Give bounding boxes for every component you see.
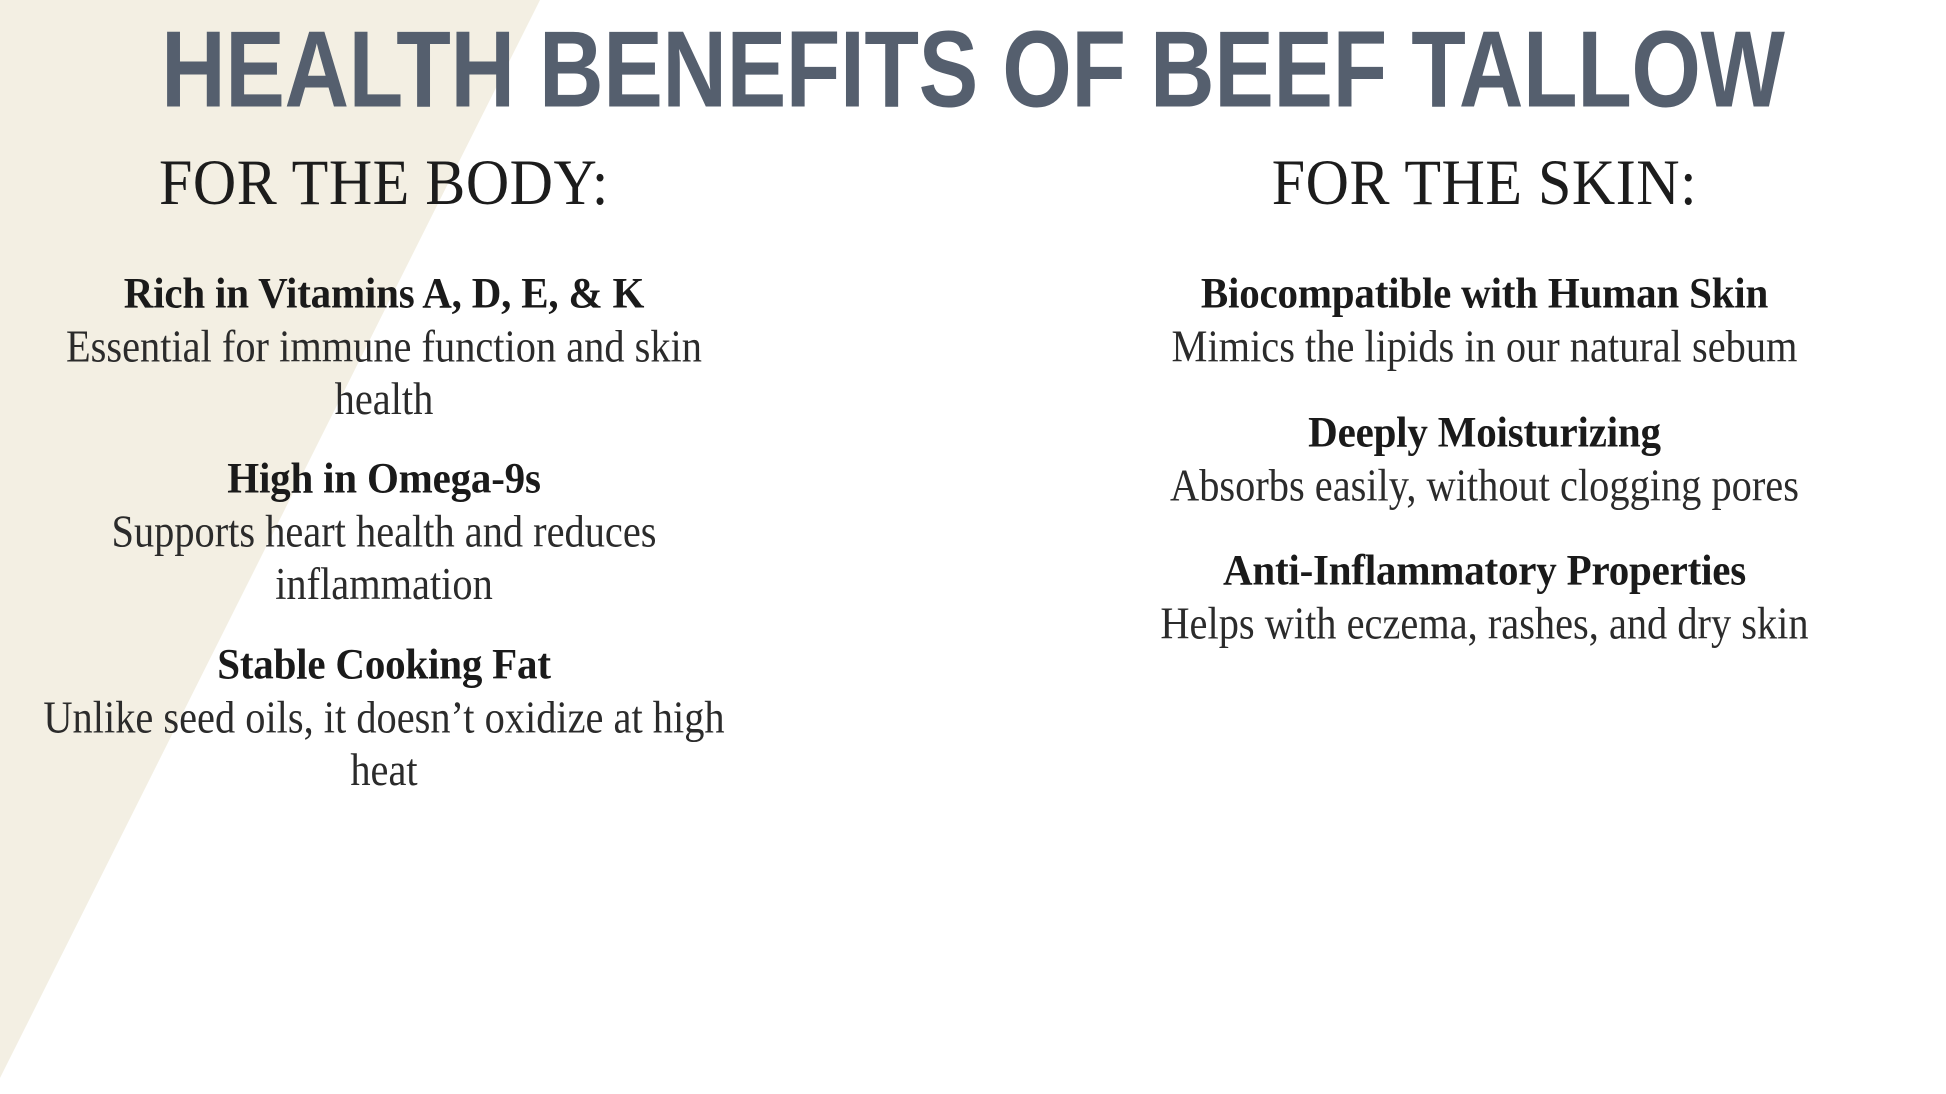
body-benefit-list: Rich in Vitamins A, D, E, & K Essential … (10, 268, 758, 795)
benefit-description: Unlike seed oils, it doesn’t oxidize at … (43, 690, 725, 795)
list-item: Anti-Inflammatory Properties Helps with … (1068, 545, 1901, 649)
list-item: High in Omega-9s Supports heart health a… (10, 454, 758, 609)
benefit-title: Biocompatible with Human Skin (1200, 268, 1769, 317)
benefit-title: Rich in Vitamins A, D, E, & K (123, 268, 645, 317)
benefit-title: Stable Cooking Fat (217, 639, 551, 688)
benefit-title: Deeply Moisturizing (1308, 407, 1661, 456)
benefit-description: Absorbs easily, without clogging pores (1170, 458, 1799, 511)
list-item: Stable Cooking Fat Unlike seed oils, it … (10, 639, 758, 794)
column-for-the-body: FOR THE BODY: Rich in Vitamins A, D, E, … (0, 150, 973, 1094)
benefit-title: High in Omega-9s (227, 454, 541, 503)
benefit-description: Mimics the lipids in our natural sebum (1171, 319, 1798, 372)
benefit-description: Essential for immune function and skin h… (66, 319, 702, 424)
column-for-the-skin: FOR THE SKIN: Biocompatible with Human S… (973, 150, 1946, 1094)
benefit-title: Anti-Inflammatory Properties (1222, 545, 1747, 595)
title-bar: HEALTH BENEFITS OF BEEF TALLOW (0, 0, 1946, 135)
skin-benefit-list: Biocompatible with Human Skin Mimics the… (1068, 268, 1901, 649)
list-item: Deeply Moisturizing Absorbs easily, with… (1068, 407, 1901, 510)
benefit-description: Helps with eczema, rashes, and dry skin (1160, 597, 1809, 649)
column-header-skin: FOR THE SKIN: (1271, 146, 1698, 219)
list-item: Rich in Vitamins A, D, E, & K Essential … (10, 268, 758, 424)
column-header-body: FOR THE BODY: (159, 146, 609, 219)
benefit-description: Supports heart health and reduces inflam… (111, 505, 657, 610)
list-item: Biocompatible with Human Skin Mimics the… (1068, 268, 1901, 372)
page-title: HEALTH BENEFITS OF BEEF TALLOW (161, 9, 1785, 131)
benefits-columns: FOR THE BODY: Rich in Vitamins A, D, E, … (0, 150, 1946, 1094)
